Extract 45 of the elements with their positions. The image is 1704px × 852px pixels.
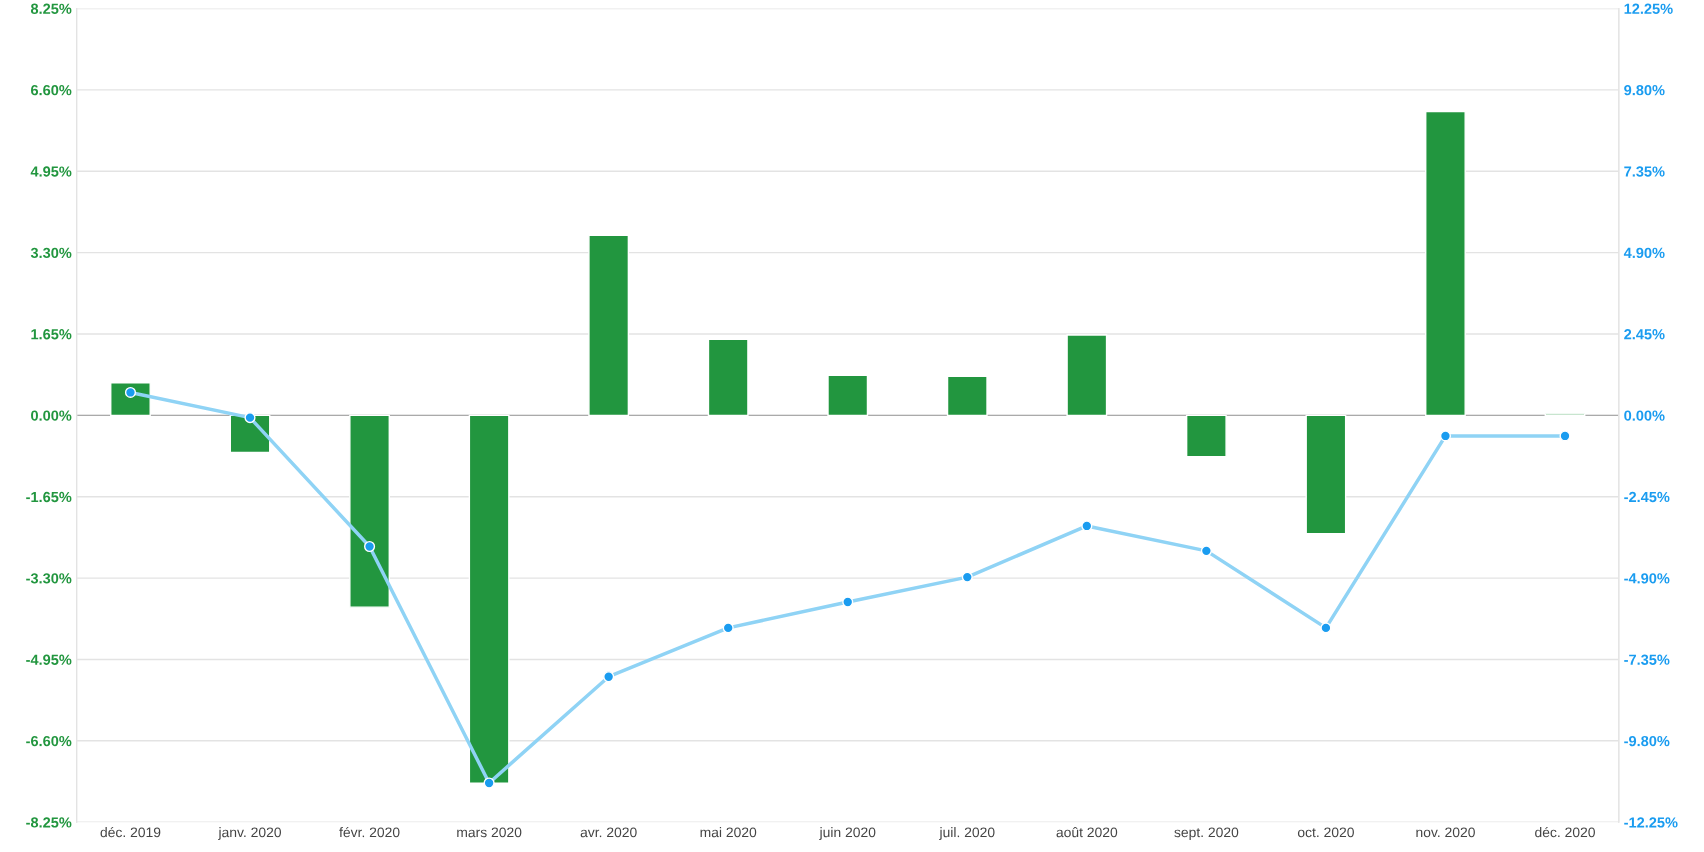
bar	[349, 414, 390, 608]
y2-tick-label: -4.90%	[1624, 573, 1670, 584]
y-tick-label: -1.65%	[26, 491, 72, 503]
y-tick-label: 8.25%	[30, 3, 72, 14]
x-tick-label: mai 2020	[700, 827, 757, 838]
x-tick-label: mars 2020	[457, 827, 522, 838]
y2-tick-label: 4.90%	[1623, 247, 1665, 259]
x-tick-label: janv. 2020	[218, 827, 282, 840]
x-tick-label: juil. 2020	[939, 827, 995, 840]
x-tick-label: déc. 2020	[1535, 826, 1595, 838]
y-tick-label: 0.00%	[31, 410, 72, 421]
y2-tick-label: -12.25%	[1624, 817, 1678, 828]
x-tick-label: déc. 2019	[100, 826, 161, 838]
y-tick-label: 3.30%	[30, 247, 72, 259]
bar	[468, 414, 510, 784]
x-tick-label: avr. 2020	[580, 827, 637, 838]
y2-tick-label: 0.00%	[1624, 410, 1665, 421]
y-tick-label: -8.25%	[26, 817, 72, 828]
y2-tick-label: 9.80%	[1624, 84, 1665, 96]
y2-tick-label: 7.35%	[1624, 166, 1665, 177]
y-tick-label: -6.60%	[26, 735, 72, 747]
bar	[707, 338, 749, 417]
x-tick-label: août 2020	[1056, 827, 1118, 838]
y2-tick-label: 2.45%	[1624, 329, 1665, 340]
y-tick-label: 6.60%	[31, 84, 72, 96]
x-tick-label: févr. 2020	[339, 826, 400, 838]
bar	[827, 374, 869, 417]
bar	[946, 375, 988, 417]
bar	[1425, 110, 1466, 417]
bar	[1066, 334, 1108, 417]
y-tick-label: -4.95%	[26, 654, 72, 665]
y-tick-label: 1.65%	[31, 329, 72, 340]
y-tick-label: 4.95%	[30, 166, 72, 177]
y2-tick-label: 12.25%	[1624, 3, 1673, 14]
y2-tick-label: -7.35%	[1624, 654, 1670, 665]
x-tick-label: sept. 2020	[1174, 827, 1239, 840]
bar	[588, 234, 630, 417]
bar	[1305, 414, 1347, 535]
bar	[1185, 414, 1227, 458]
y-tick-label: -3.30%	[26, 573, 72, 584]
y2-tick-label: -2.45%	[1624, 491, 1670, 503]
x-tick-label: juin 2020	[819, 827, 876, 840]
x-tick-label: nov. 2020	[1416, 827, 1475, 838]
y2-tick-label: -9.80%	[1624, 735, 1670, 747]
x-tick-label: oct. 2020	[1297, 827, 1354, 838]
